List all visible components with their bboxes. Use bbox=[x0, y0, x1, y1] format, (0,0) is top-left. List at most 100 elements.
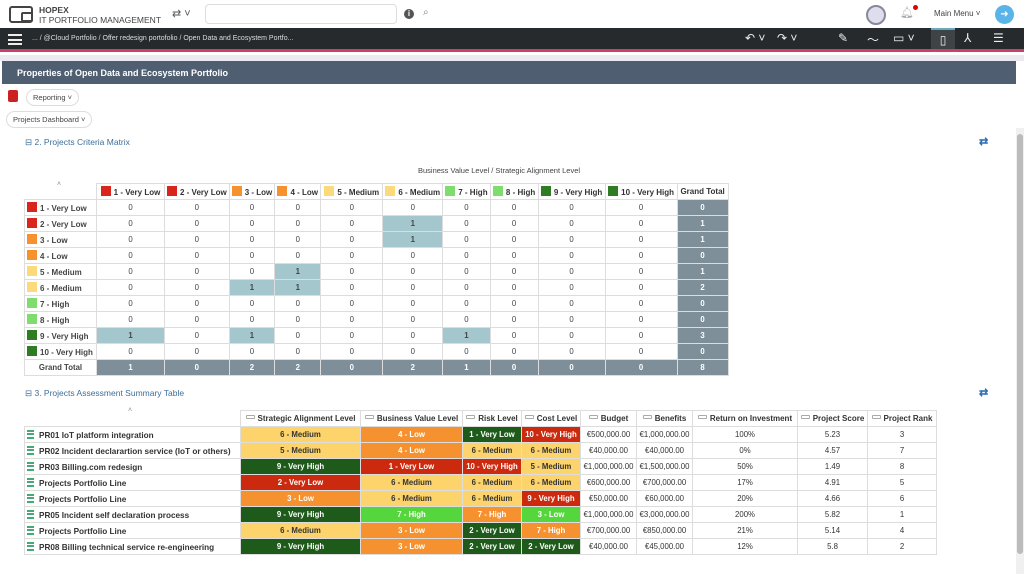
display-icon[interactable]: ▭ ˅ bbox=[893, 31, 915, 45]
matrix-cell[interactable]: 1 bbox=[382, 231, 444, 248]
matrix-cell[interactable]: 1 bbox=[96, 327, 165, 344]
benefits-cell: €40,000.00 bbox=[636, 442, 693, 459]
project-name-cell[interactable]: Projects Portfolio Line bbox=[24, 474, 241, 491]
properties-page-icon[interactable]: ▯ bbox=[931, 28, 955, 49]
matrix-cell: 0 bbox=[320, 263, 384, 280]
matrix-cell: 0 bbox=[537, 247, 606, 264]
project-name-cell[interactable]: PR08 Billing technical service re-engine… bbox=[24, 538, 241, 555]
column-menu-icon[interactable] bbox=[800, 415, 810, 419]
matrix-cell: 0 bbox=[537, 295, 606, 312]
row-total: 1 bbox=[676, 231, 729, 248]
project-row[interactable]: Projects Portfolio Line 6 - Medium 3 - Low… bbox=[24, 522, 937, 539]
project-row[interactable]: PR01 IoT platform integration 6 - Medium 4… bbox=[24, 426, 937, 443]
vertical-scrollbar[interactable] bbox=[1016, 128, 1024, 574]
score-cell: 4.91 bbox=[797, 474, 868, 491]
info-icon[interactable]: i bbox=[404, 9, 414, 19]
column-header[interactable]: Return on Investment bbox=[692, 410, 798, 427]
column-header[interactable]: Strategic Alignment Level bbox=[240, 410, 361, 427]
pdf-export-icon[interactable] bbox=[8, 90, 18, 102]
column-total: 0 bbox=[604, 359, 678, 376]
column-header[interactable]: Cost Level bbox=[521, 410, 581, 427]
reporting-dropdown[interactable]: Reporting ˅ bbox=[26, 89, 79, 106]
column-header[interactable]: Project Score bbox=[797, 410, 868, 427]
search-input[interactable] bbox=[205, 4, 397, 24]
redo-icon[interactable]: ↷ ˅ bbox=[777, 31, 798, 45]
column-header-label: Strategic Alignment Level bbox=[257, 414, 356, 423]
matrix-cell: 0 bbox=[489, 343, 539, 360]
search-icon[interactable]: ⌕ bbox=[423, 7, 429, 18]
project-row[interactable]: PR08 Billing technical service re-engine… bbox=[24, 538, 937, 555]
summary-section-header[interactable]: ⊟ 3. Projects Assessment Summary Table bbox=[25, 388, 185, 398]
hamburger-menu-icon[interactable] bbox=[8, 34, 22, 45]
column-label: 7 - High bbox=[458, 188, 488, 197]
logout-icon[interactable]: ➜ bbox=[995, 5, 1014, 24]
matrix-cell: 0 bbox=[537, 279, 606, 296]
matrix-cell: 0 bbox=[604, 263, 678, 280]
matrix-cell: 0 bbox=[382, 295, 444, 312]
matrix-section-header[interactable]: ⊟ 2. Projects Criteria Matrix bbox=[25, 137, 130, 147]
notification-bell-icon[interactable]: 🔔︎ bbox=[900, 5, 918, 19]
matrix-cell: 0 bbox=[442, 263, 491, 280]
column-menu-icon[interactable] bbox=[524, 415, 534, 419]
matrix-axis-title: Business Value Level / Strategic Alignme… bbox=[418, 166, 581, 175]
roi-cell: 200% bbox=[692, 506, 798, 523]
column-header[interactable]: Benefits bbox=[636, 410, 693, 427]
report-search-icon[interactable]: ☰ bbox=[993, 31, 1004, 45]
page-title: Properties of Open Data and Ecosystem Po… bbox=[2, 61, 1016, 84]
project-row[interactable]: PR03 Billing.com redesign 9 - Very High 1 … bbox=[24, 458, 937, 475]
main-menu-button[interactable]: Main Menu ˅ bbox=[934, 9, 981, 18]
column-menu-icon[interactable] bbox=[364, 415, 374, 419]
column-menu-icon[interactable] bbox=[588, 415, 598, 419]
matrix-cell: 0 bbox=[382, 263, 444, 280]
column-menu-icon[interactable] bbox=[642, 415, 652, 419]
project-row[interactable]: PR02 Incident declarartion service (IoT … bbox=[24, 442, 937, 459]
project-row[interactable]: Projects Portfolio Line 2 - Very Low 6 - M… bbox=[24, 474, 937, 491]
column-header[interactable]: Budget bbox=[580, 410, 637, 427]
matrix-cell[interactable]: 1 bbox=[442, 327, 491, 344]
refresh-matrix-icon[interactable]: ⇄ bbox=[979, 136, 989, 148]
project-name-cell[interactable]: PR03 Billing.com redesign bbox=[24, 458, 241, 475]
edit-icon[interactable]: ✎ bbox=[838, 31, 849, 45]
refresh-summary-icon[interactable]: ⇄ bbox=[979, 387, 989, 399]
breadcrumb[interactable]: ... / @Cloud Portfolio / Offer redesign … bbox=[32, 35, 294, 42]
matrix-cell[interactable]: 1 bbox=[228, 279, 276, 296]
column-header[interactable]: Risk Level bbox=[462, 410, 522, 427]
project-row[interactable]: PR05 Incident self declaration process 9 … bbox=[24, 506, 937, 523]
project-name-cell[interactable]: PR05 Incident self declaration process bbox=[24, 506, 241, 523]
project-name-cell[interactable]: Projects Portfolio Line bbox=[24, 522, 241, 539]
column-menu-icon[interactable] bbox=[697, 415, 707, 419]
project-name-cell[interactable]: PR01 IoT platform integration bbox=[24, 426, 241, 443]
matrix-column-header: 1 - Very Low bbox=[96, 183, 165, 200]
project-row[interactable]: Projects Portfolio Line 3 - Low 6 - Medium… bbox=[24, 490, 937, 507]
column-header[interactable]: Project Rank bbox=[867, 410, 937, 427]
matrix-column-header: 8 - High bbox=[489, 183, 539, 200]
undo-icon[interactable]: ↶ ˅ bbox=[745, 31, 766, 45]
matrix-cell[interactable]: 1 bbox=[274, 263, 322, 280]
matrix-cell[interactable]: 1 bbox=[228, 327, 276, 344]
column-menu-icon[interactable] bbox=[871, 415, 881, 419]
matrix-row: 10 - Very High 0 0 0 0 0 0 0 0 0 0 0 bbox=[24, 343, 729, 360]
matrix-row: 5 - Medium 0 0 0 1 0 0 0 0 0 0 1 bbox=[24, 263, 729, 280]
hierarchy-icon[interactable]: ⅄ bbox=[964, 31, 972, 45]
matrix-cell[interactable]: 1 bbox=[274, 279, 322, 296]
column-header[interactable]: Business Value Level bbox=[360, 410, 463, 427]
matrix-cell: 0 bbox=[96, 199, 165, 216]
project-name-cell[interactable]: Projects Portfolio Line bbox=[24, 490, 241, 507]
matrix-cell: 0 bbox=[320, 215, 384, 232]
column-label: 6 - Medium bbox=[398, 188, 441, 197]
project-name-cell[interactable]: PR02 Incident declarartion service (IoT … bbox=[24, 442, 241, 459]
sort-caret-icon[interactable]: ˄ bbox=[57, 181, 62, 188]
switch-desktop-icon[interactable]: ⇄ ˅ bbox=[172, 8, 191, 20]
matrix-cell: 0 bbox=[537, 199, 606, 216]
sa-level-cell: 3 - Low bbox=[240, 490, 361, 507]
sort-caret-icon[interactable]: ˄ bbox=[128, 407, 133, 414]
user-avatar[interactable] bbox=[866, 5, 886, 25]
matrix-cell[interactable]: 1 bbox=[382, 215, 444, 232]
column-menu-icon[interactable] bbox=[466, 415, 476, 419]
sa-level-cell: 9 - Very High bbox=[240, 458, 361, 475]
dashboard-dropdown[interactable]: Projects Dashboard ˅ bbox=[6, 111, 93, 128]
column-menu-icon[interactable] bbox=[245, 415, 255, 419]
graph-icon[interactable]: 〜 bbox=[867, 33, 880, 47]
project-icon bbox=[27, 461, 34, 471]
matrix-row-header: 5 - Medium bbox=[24, 263, 97, 280]
